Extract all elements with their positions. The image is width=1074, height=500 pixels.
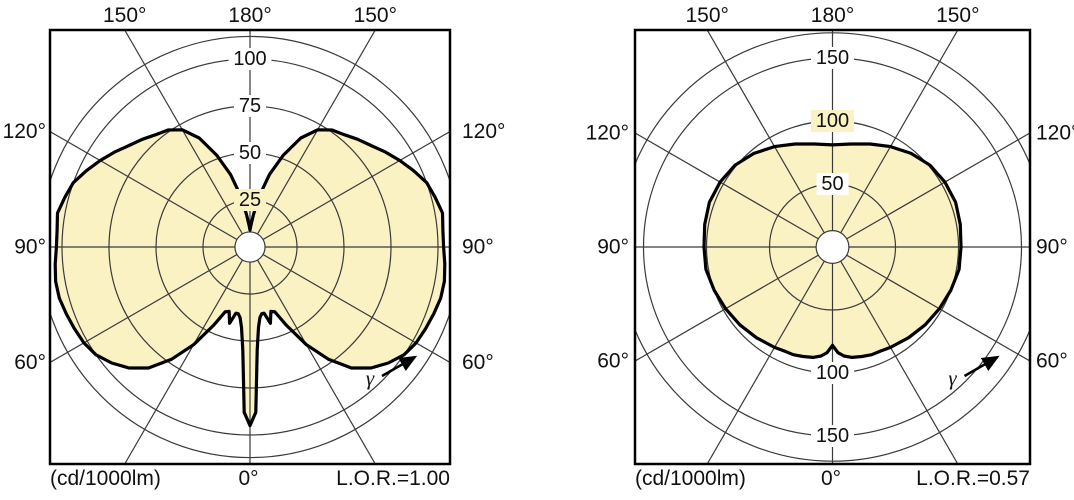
ring-label-highlight-bg xyxy=(234,189,266,211)
ring-label: 75 xyxy=(239,95,261,117)
caption-zero-angle-label: 0° xyxy=(238,467,259,490)
ring-label: 100 xyxy=(233,48,266,70)
angle-label-right: 60° xyxy=(462,351,494,374)
ring-label: 100 xyxy=(816,110,849,132)
angle-label-top: 180° xyxy=(811,4,854,27)
ring-label-bg xyxy=(811,362,854,384)
ring-label-bg xyxy=(234,142,266,164)
ring-label-highlight-bg xyxy=(811,110,854,132)
ring-label: 150 xyxy=(816,47,849,69)
chart-frame xyxy=(48,28,452,466)
angle-label-left: 90° xyxy=(597,236,629,259)
ring-label: 100 xyxy=(816,362,849,384)
caption-lor-label: L.O.R.=1.00 xyxy=(336,467,450,490)
angle-label-top: 150° xyxy=(354,4,397,27)
angle-label-top: 150° xyxy=(936,4,979,27)
gamma-symbol-label: γ xyxy=(948,366,957,390)
angle-label-left: 60° xyxy=(597,350,629,373)
angle-label-left: 120° xyxy=(586,121,629,144)
ring-label: 50 xyxy=(821,173,843,195)
polar-grid-group xyxy=(635,30,1030,464)
angle-label-right: 90° xyxy=(462,236,494,259)
ring-label-bg xyxy=(811,47,854,69)
caption-unit-label: (cd/1000lm) xyxy=(635,467,746,490)
angle-label-top: 150° xyxy=(103,4,146,27)
angle-label-left: 120° xyxy=(3,120,46,143)
angle-label-left: 60° xyxy=(14,351,46,374)
gamma-direction-arrow xyxy=(381,355,418,378)
center-circle xyxy=(234,231,266,263)
caption-lor-label: L.O.R.=0.57 xyxy=(916,467,1030,490)
angle-label-right: 120° xyxy=(462,120,505,143)
ring-label-bg xyxy=(816,173,849,195)
angle-label-left: 90° xyxy=(14,236,46,259)
caption-left-chart: (cd/1000lm) 0° L.O.R.=1.00 xyxy=(50,467,450,491)
angle-label-top: 150° xyxy=(685,4,728,27)
center-circle xyxy=(815,230,850,264)
chart-frame xyxy=(633,28,1032,466)
caption-right-chart: (cd/1000lm) 0° L.O.R.=0.57 xyxy=(635,467,1030,491)
ring-label-bg xyxy=(234,95,266,117)
ring-label: 150 xyxy=(816,425,849,447)
ring-label: 25 xyxy=(239,189,261,211)
caption-zero-angle-label: 0° xyxy=(820,467,842,490)
angle-label-top: 180° xyxy=(228,4,271,27)
gamma-direction-arrow xyxy=(963,355,1000,378)
distribution-curve-outline xyxy=(702,142,963,359)
ring-label-bg xyxy=(811,425,854,447)
angle-label-right: 60° xyxy=(1036,350,1068,373)
angle-label-right: 90° xyxy=(1036,236,1068,259)
ring-label: 50 xyxy=(239,142,261,164)
angle-label-right: 120° xyxy=(1036,121,1074,144)
gamma-symbol-label: γ xyxy=(366,366,375,390)
distribution-curve-outline xyxy=(53,128,447,428)
caption-unit-label: (cd/1000lm) xyxy=(50,467,161,490)
ring-label-bg xyxy=(228,48,272,70)
